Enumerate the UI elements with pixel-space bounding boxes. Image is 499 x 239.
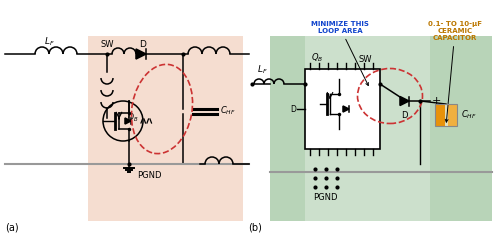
Polygon shape: [125, 118, 131, 124]
Polygon shape: [136, 49, 146, 59]
Bar: [305, 69, 380, 149]
Polygon shape: [400, 97, 409, 105]
Text: D: D: [401, 111, 407, 120]
Text: SW: SW: [358, 55, 372, 64]
Bar: [88, 36, 243, 221]
Bar: [430, 36, 492, 221]
Text: $L_F$: $L_F$: [43, 36, 54, 48]
Polygon shape: [343, 106, 349, 112]
Text: SW: SW: [100, 40, 114, 49]
Text: PGND: PGND: [137, 172, 162, 180]
Text: PGND: PGND: [313, 192, 337, 201]
Text: $C_{HF}$: $C_{HF}$: [461, 109, 477, 121]
Text: 0.1- TO 10-μF
CERAMIC
CAPACITOR: 0.1- TO 10-μF CERAMIC CAPACITOR: [428, 21, 482, 122]
Text: $Q_B$: $Q_B$: [311, 51, 323, 64]
Text: D: D: [140, 40, 146, 49]
Bar: [447, 104, 457, 126]
Bar: [435, 104, 457, 126]
Bar: [270, 36, 305, 221]
Text: (a): (a): [5, 222, 19, 232]
Text: $Q_B$: $Q_B$: [127, 112, 138, 124]
Text: (b): (b): [248, 222, 262, 232]
Text: D: D: [290, 104, 296, 114]
Bar: [435, 104, 445, 126]
Bar: [270, 36, 492, 221]
Text: $C_{HF}$: $C_{HF}$: [220, 105, 236, 117]
Bar: [445, 104, 448, 126]
Text: MINIMIZE THIS
LOOP AREA: MINIMIZE THIS LOOP AREA: [311, 21, 369, 86]
Text: $L_F$: $L_F$: [256, 64, 267, 76]
Text: +: +: [432, 96, 442, 106]
